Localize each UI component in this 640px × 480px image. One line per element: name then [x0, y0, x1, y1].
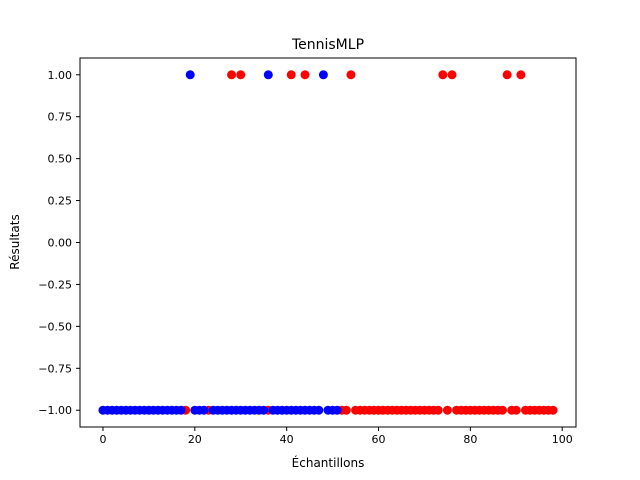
- y-axis-label: Résultats: [8, 214, 22, 269]
- y-axis-ticks: 1.00 0.75 0.50 0.25 0.00 −0.25 −0.50 −0.75 −1.00: [38, 69, 80, 417]
- y-tick-label: −0.50: [38, 320, 72, 333]
- data-point: [227, 70, 237, 80]
- x-tick-label: 80: [463, 433, 477, 446]
- data-point: [438, 70, 448, 80]
- data-point: [548, 405, 558, 415]
- chart-title: TennisMLP: [291, 37, 364, 53]
- data-point: [236, 70, 246, 80]
- data-point: [341, 405, 351, 415]
- y-tick-label: −1.00: [38, 404, 72, 417]
- y-tick-label: −0.25: [38, 278, 72, 291]
- data-point: [502, 70, 512, 80]
- y-tick-label: 0.00: [48, 237, 73, 250]
- plot-frame: [79, 57, 577, 428]
- data-point: [442, 405, 452, 415]
- x-tick-label: 100: [552, 433, 573, 446]
- data-point: [176, 405, 186, 415]
- y-tick-label: 1.00: [48, 69, 73, 82]
- data-point: [314, 405, 324, 415]
- x-tick-label: 20: [188, 433, 202, 446]
- data-point: [199, 405, 209, 415]
- data-point: [263, 70, 273, 80]
- y-tick-label: −0.75: [38, 362, 72, 375]
- data-point: [185, 70, 195, 80]
- data-point: [346, 70, 356, 80]
- x-tick-label: 40: [280, 433, 294, 446]
- y-tick-label: 0.25: [48, 195, 73, 208]
- chart-marks: [98, 70, 558, 415]
- data-point: [511, 405, 521, 415]
- y-tick-label: 0.50: [48, 153, 73, 166]
- data-point: [498, 405, 508, 415]
- data-point: [318, 70, 328, 80]
- y-tick-label: 0.75: [48, 111, 73, 124]
- x-tick-label: 0: [99, 433, 106, 446]
- data-point: [259, 405, 269, 415]
- data-point: [433, 405, 443, 415]
- data-point: [447, 70, 457, 80]
- x-tick-label: 60: [372, 433, 386, 446]
- data-point: [286, 70, 296, 80]
- x-axis-ticks: 0 20 40 60 80 100: [99, 427, 573, 446]
- data-point: [516, 70, 526, 80]
- x-axis-label: Échantillons: [292, 455, 365, 470]
- data-point: [300, 70, 310, 80]
- data-point: [332, 405, 342, 415]
